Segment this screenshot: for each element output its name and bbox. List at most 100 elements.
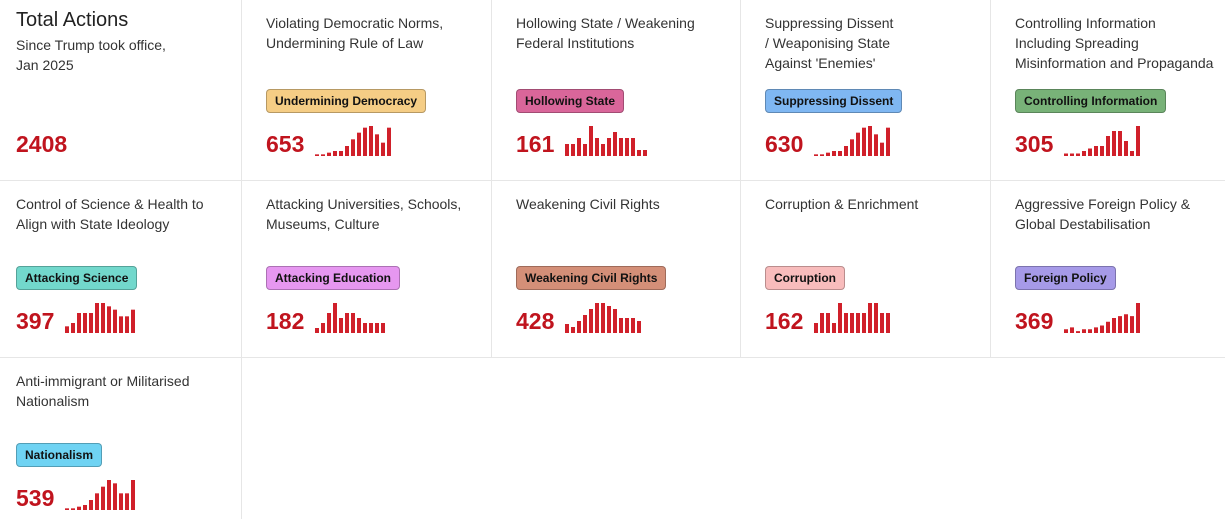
trend-bar (589, 126, 593, 156)
trend-bar (101, 303, 105, 333)
trend-bar (71, 508, 75, 510)
trend-sparkline (315, 126, 391, 156)
trend-bar (333, 151, 337, 156)
trend-bar (1124, 141, 1128, 156)
empty-cell (991, 358, 1225, 519)
trend-bar (315, 154, 319, 156)
trend-sparkline (65, 480, 135, 510)
trend-bar (107, 480, 111, 510)
trend-bar (838, 303, 842, 333)
category-badge[interactable]: Controlling Information (1015, 89, 1167, 113)
category-card-hollowing-state[interactable]: Hollowing State / Weakening Federal Inst… (492, 0, 741, 181)
trend-bar (1118, 131, 1122, 156)
trend-bar (874, 134, 878, 156)
category-count: 428 (516, 308, 555, 334)
trend-bar (369, 126, 373, 156)
category-description: Attacking Universities, Schools, Museums… (266, 196, 462, 232)
trend-bar (119, 493, 123, 510)
trend-bar (862, 313, 866, 333)
category-card-attacking-science[interactable]: Control of Science & Health to Align wit… (0, 181, 242, 358)
trend-sparkline (1064, 303, 1140, 333)
trend-bar (826, 313, 830, 333)
category-badge[interactable]: Attacking Science (16, 266, 138, 290)
total-actions-subtitle: Since Trump took office, Jan 2025 (16, 37, 166, 73)
trend-bar (577, 321, 581, 333)
trend-bar (1118, 316, 1122, 333)
category-count: 397 (16, 308, 55, 334)
trend-bar (375, 134, 379, 156)
trend-bar (637, 150, 641, 156)
trend-bar (339, 318, 343, 333)
trend-bar (125, 493, 129, 510)
trend-bar (613, 309, 617, 333)
trend-bar (856, 132, 860, 156)
category-card-nationalism[interactable]: Anti-immigrant or Militarised Nationalis… (0, 358, 242, 519)
trend-bar (113, 483, 117, 510)
trend-bar (351, 313, 355, 333)
trend-bar (607, 138, 611, 156)
trend-bar (65, 508, 69, 510)
trend-bar (1088, 329, 1092, 333)
trend-bar (315, 328, 319, 333)
trend-bar (1106, 136, 1110, 156)
trend-bar (1082, 151, 1086, 156)
category-badge[interactable]: Attacking Education (266, 266, 401, 290)
trend-bar (868, 303, 872, 333)
trend-bar (357, 318, 361, 333)
trend-bar (83, 505, 87, 510)
trend-bar (613, 132, 617, 156)
category-card-undermining-democracy[interactable]: Violating Democratic Norms, Undermining … (242, 0, 492, 181)
trend-bar (1082, 329, 1086, 333)
category-badge[interactable]: Weakening Civil Rights (516, 266, 667, 290)
category-card-attacking-education[interactable]: Attacking Universities, Schools, Museums… (242, 181, 492, 358)
trend-bar (868, 126, 872, 156)
trend-bar (874, 303, 878, 333)
category-card-foreign-policy[interactable]: Aggressive Foreign Policy & Global Desta… (991, 181, 1225, 358)
category-badge[interactable]: Nationalism (16, 443, 103, 467)
trend-bar (820, 313, 824, 333)
category-badge[interactable]: Corruption (765, 266, 845, 290)
trend-bar (880, 313, 884, 333)
category-badge[interactable]: Undermining Democracy (266, 89, 427, 113)
trend-bar (113, 309, 117, 333)
trend-bar (369, 323, 373, 333)
trend-bar (565, 144, 569, 156)
trend-bar (1130, 316, 1134, 333)
category-count: 539 (16, 485, 55, 511)
category-card-suppressing-dissent[interactable]: Suppressing Dissent / Weaponising State … (741, 0, 991, 181)
category-badge[interactable]: Suppressing Dissent (765, 89, 903, 113)
trend-bar (886, 313, 890, 333)
total-actions-title: Total Actions (16, 9, 129, 31)
trend-bar (577, 138, 581, 156)
category-description: Controlling Information Including Spread… (1015, 15, 1214, 71)
category-description: Aggressive Foreign Policy & Global Desta… (1015, 196, 1191, 232)
trend-sparkline (814, 126, 890, 156)
category-count: 653 (266, 131, 305, 157)
trend-bar (625, 318, 629, 333)
trend-bar (95, 303, 99, 333)
trend-bar (571, 327, 575, 333)
trend-bar (345, 313, 349, 333)
trend-bar (820, 154, 824, 156)
total-actions-card: Total Actions Since Trump took office, J… (0, 0, 242, 181)
trend-bar (601, 144, 605, 156)
trend-bar (65, 326, 69, 333)
trend-bar (814, 323, 818, 333)
trend-bar (357, 132, 361, 156)
category-badge[interactable]: Foreign Policy (1015, 266, 1116, 290)
category-count: 162 (765, 308, 804, 334)
trend-bar (850, 139, 854, 156)
category-badge[interactable]: Hollowing State (516, 89, 624, 113)
category-count: 369 (1015, 308, 1054, 334)
category-card-controlling-information[interactable]: Controlling Information Including Spread… (991, 0, 1225, 181)
category-card-corruption[interactable]: Corruption & Enrichment Corruption 162 (741, 181, 991, 358)
trend-bar (565, 324, 569, 333)
category-card-weakening-civil-rights[interactable]: Weakening Civil Rights Weakening Civil Ri… (492, 181, 741, 358)
trend-bar (381, 323, 385, 333)
trend-bar (1136, 126, 1140, 156)
trend-bar (643, 150, 647, 156)
trend-bar (363, 127, 367, 156)
trend-bar (1106, 321, 1110, 333)
trend-sparkline (315, 303, 385, 333)
